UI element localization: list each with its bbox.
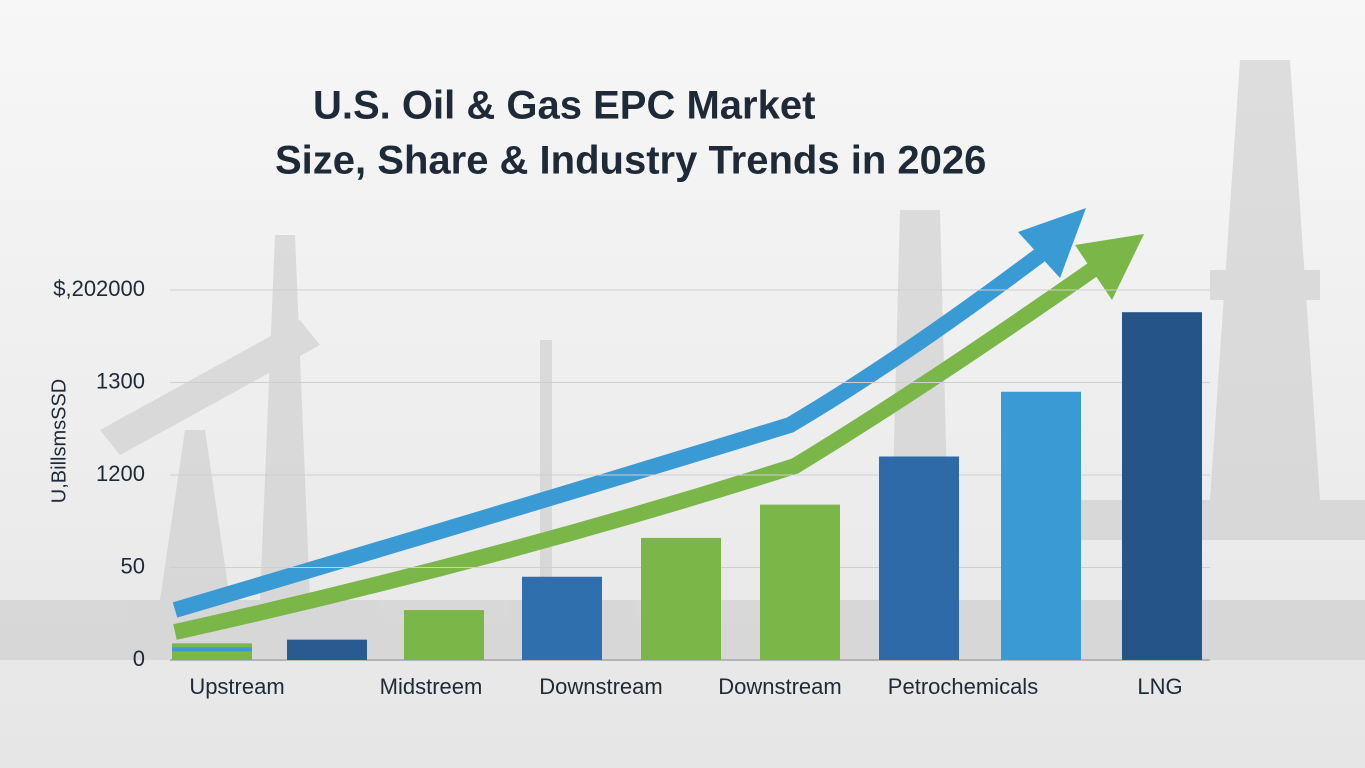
- x-tick-label: Midstreem: [380, 674, 483, 699]
- chart-title: U.S. Oil & Gas EPC Market: [313, 84, 815, 128]
- bar: [1001, 391, 1081, 660]
- trend-arrows: [172, 208, 1144, 640]
- y-tick-label: 1300: [96, 368, 145, 393]
- x-tick-label: Downstream: [539, 674, 662, 699]
- bar: [879, 456, 959, 660]
- x-tick-label: LNG: [1137, 674, 1182, 699]
- x-tick-label: Petrochemicals: [888, 674, 1038, 699]
- y-tick-label: 1200: [96, 461, 145, 486]
- x-tick-label: Downstream: [718, 674, 841, 699]
- x-tick-label: Upstream: [189, 674, 284, 699]
- y-tick-label: 50: [121, 553, 145, 578]
- bar: [172, 643, 252, 660]
- y-tick-label: 0: [133, 646, 145, 671]
- bar: [1122, 312, 1202, 660]
- y-tick-label: $,202000: [53, 276, 145, 301]
- bar-stripe: [172, 647, 252, 652]
- y-axis-label: U,BillsmsSSD: [48, 379, 70, 503]
- bar: [641, 537, 721, 660]
- bar: [404, 610, 484, 660]
- bar: [760, 504, 840, 660]
- bar: [522, 576, 602, 660]
- chart-subtitle: Size, Share & Industry Trends in 2026: [275, 139, 986, 183]
- bar: [287, 639, 367, 660]
